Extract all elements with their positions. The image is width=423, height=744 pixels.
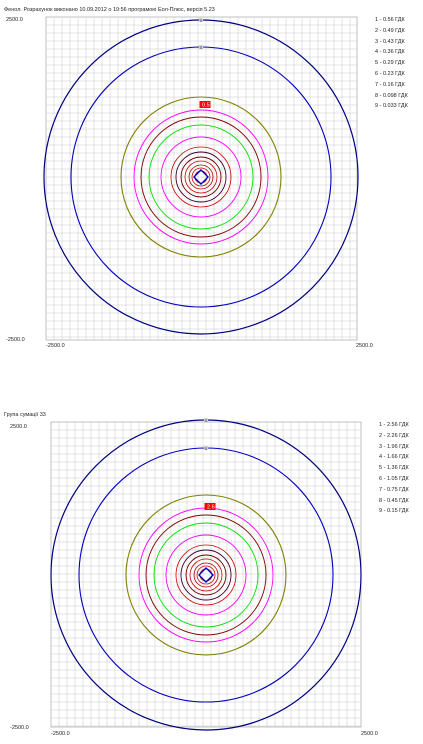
isoline-index-label: 9 (205, 418, 208, 423)
legend-item: 2 - 0.49 ГДК (375, 27, 405, 34)
isoline (145, 514, 267, 636)
legend-item: 1 - 0.56 ГДК (375, 17, 405, 23)
legend: 1 - 2.56 ГДК 2 - 2.26 ГДК 3 - 1.96 ГДК 4… (379, 420, 409, 517)
isoline (175, 151, 227, 203)
legend-item: 4 - 0.36 ГДК (375, 49, 405, 56)
isoline (188, 164, 214, 190)
isoline (180, 549, 232, 601)
y-axis-top-label: 2500.0 (6, 17, 23, 23)
legend-item: 9 - 0.15 ГДК (379, 508, 409, 515)
x-axis-left-label: -2500.0 (51, 731, 70, 737)
isoline (140, 116, 262, 238)
plot-frame (45, 16, 358, 341)
legend-item: 8 - 0.098 ГДК (375, 92, 408, 99)
legend-item: 6 - 0.23 ГДК (375, 70, 405, 77)
isoline (184, 160, 218, 194)
isoline-index-marker (198, 44, 204, 50)
source-marker (198, 567, 214, 583)
y-axis-bottom-label: -2500.0 (10, 725, 29, 731)
legend-item: 3 - 0.43 ГДК (375, 38, 405, 45)
y-axis-bottom-label: -2500.0 (6, 337, 25, 343)
x-axis-right-label: 2500.0 (361, 731, 378, 737)
max-marker (199, 101, 211, 108)
x-axis-right-label: 2500.0 (356, 343, 373, 349)
isoline (199, 568, 213, 582)
legend-item: 5 - 1.36 ГДК (379, 465, 409, 472)
plot-title: Група сумації 33 (4, 412, 46, 418)
isoline-index-label: 8 (200, 45, 203, 50)
isoline (175, 544, 237, 606)
legend-item: 1 - 2.56 ГДК (379, 422, 409, 428)
isoline (194, 170, 208, 184)
isoline (160, 136, 242, 218)
y-axis-top-label: 2500.0 (10, 424, 27, 430)
plot-frame (50, 421, 362, 728)
x-axis-left-label: -2500.0 (46, 343, 65, 349)
isoline (196, 565, 216, 585)
isoline (191, 167, 211, 187)
isoline-map: 0.5 9 8 (43, 16, 359, 341)
isoline (193, 562, 219, 588)
legend-item: 9 - 0.033 ГДК (375, 103, 408, 110)
legend-item: 2 - 2.26 ГДК (379, 432, 409, 439)
isoline (165, 534, 247, 616)
isoline-index-label: 9 (200, 18, 203, 23)
source-marker (193, 169, 209, 185)
isoline (133, 109, 269, 245)
max-marker-label: 0.5 (202, 103, 210, 109)
max-marker (204, 503, 216, 510)
max-marker-label: 2.6 (207, 505, 215, 511)
legend-item: 4 - 1.66 ГДК (379, 454, 409, 461)
isoline-map: 2.6 9 8 (50, 418, 362, 731)
isoline-index-marker (198, 17, 204, 23)
isoline-index-marker (203, 417, 209, 423)
isoline (180, 156, 222, 198)
legend-item: 3 - 1.96 ГДК (379, 443, 409, 450)
isoline (189, 558, 223, 592)
legend-item: 7 - 0.16 ГДК (375, 81, 405, 88)
legend: 1 - 0.56 ГДК 2 - 0.49 ГДК 3 - 0.43 ГДК 4… (375, 15, 408, 112)
isoline (120, 96, 282, 258)
legend-item: 7 - 0.75 ГДК (379, 486, 409, 493)
plot-panel-1: Фенол. Розрахунок виконано 10.09.2012 о … (4, 7, 408, 349)
plot-title: Фенол. Розрахунок виконано 10.09.2012 о … (4, 7, 215, 13)
legend-item: 6 - 1.05 ГДК (379, 475, 409, 482)
plot-panel-2: Група сумації 33 2500.0 -2500.0 -2500.0 … (0, 372, 423, 744)
legend-item: 8 - 0.45 ГДК (379, 497, 409, 504)
legend-item: 5 - 0.29 ГДК (375, 60, 405, 67)
isoline-index-label: 8 (205, 446, 208, 451)
isoline (153, 522, 259, 628)
isoline (170, 146, 232, 208)
isoline (148, 124, 254, 230)
isoline (125, 494, 287, 656)
isoline-index-marker (203, 445, 209, 451)
isoline (185, 554, 227, 596)
